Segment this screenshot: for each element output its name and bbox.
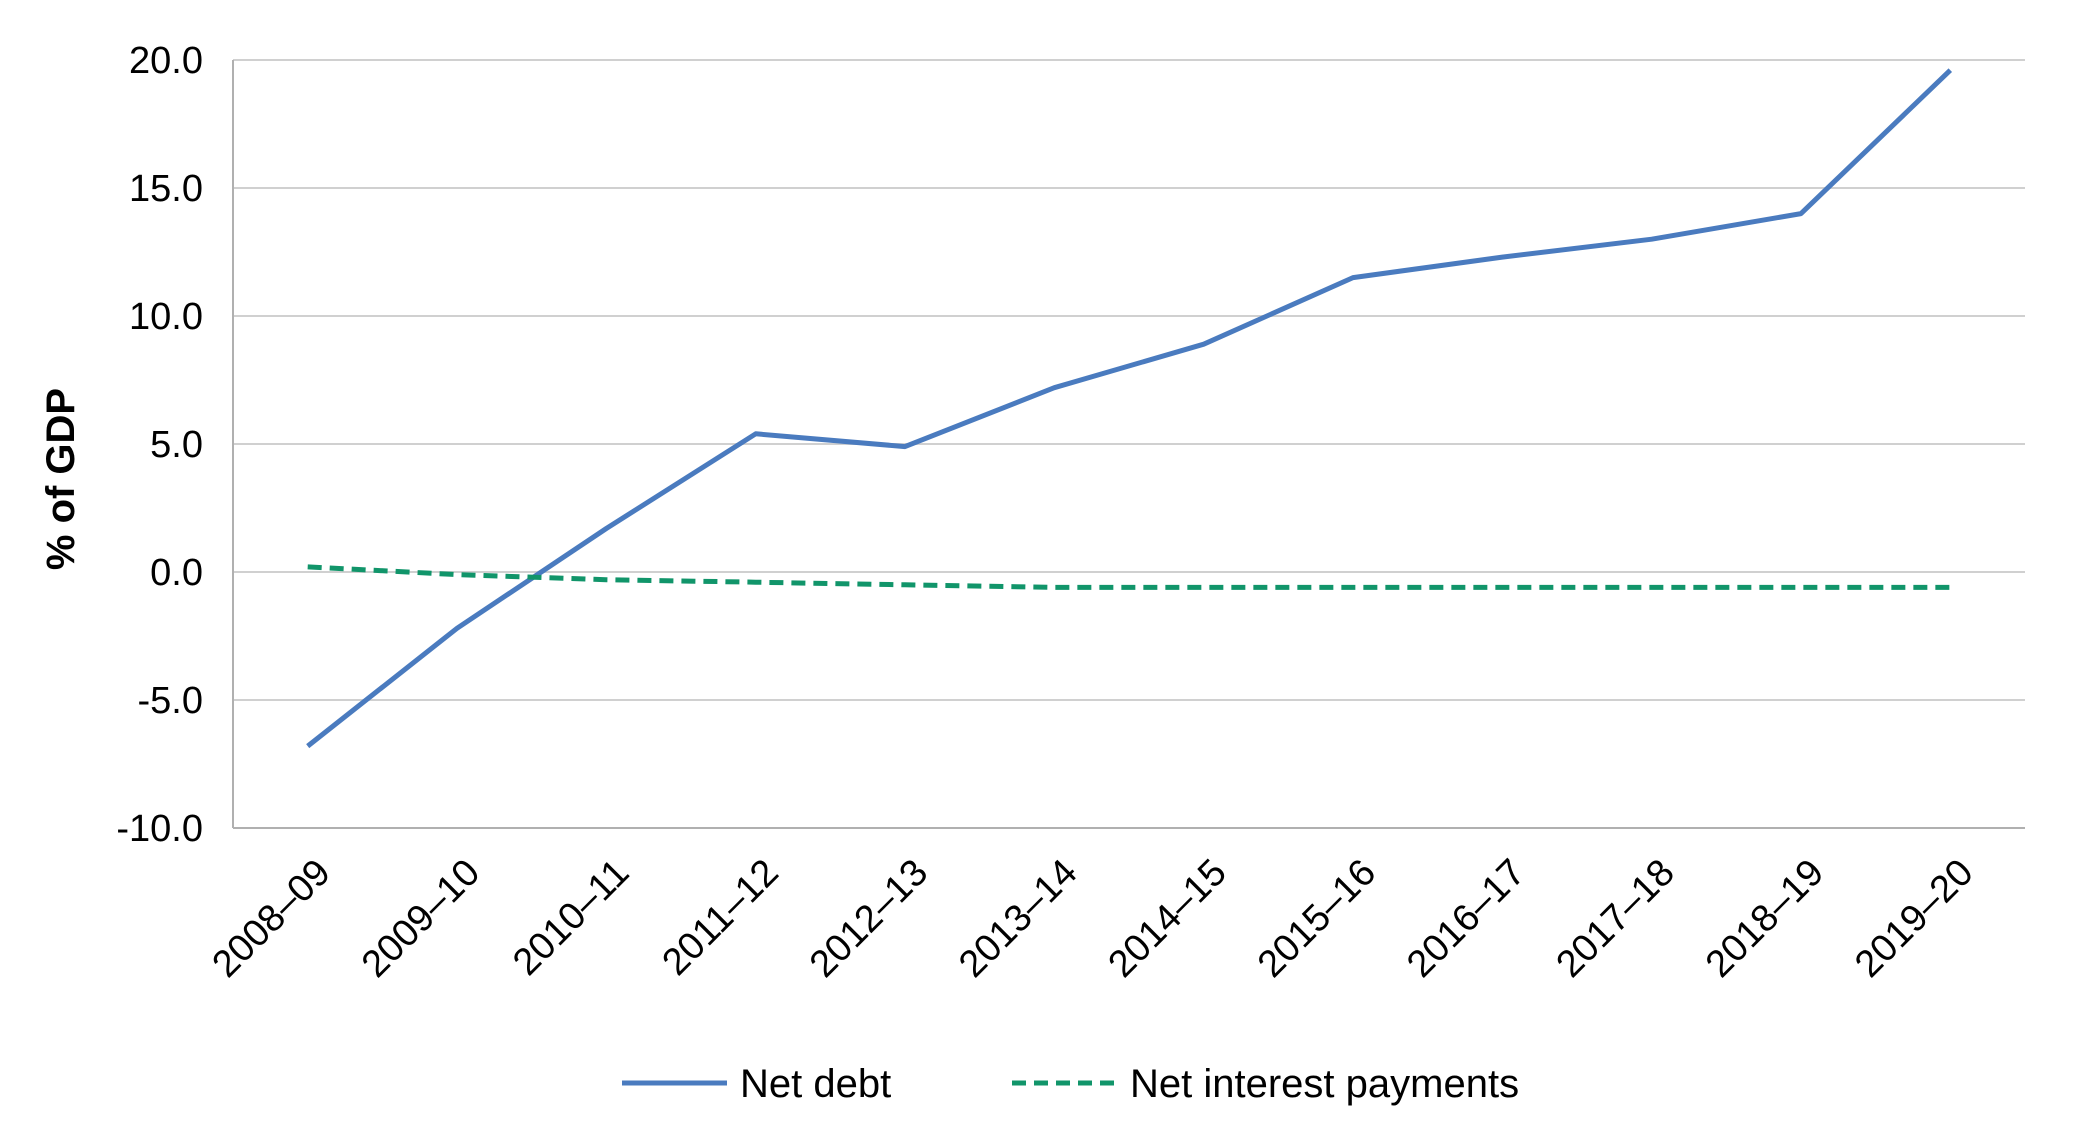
legend-label: Net interest payments (1130, 1062, 1519, 1106)
data-point (1051, 584, 1057, 590)
axes (232, 60, 2025, 829)
data-point (603, 577, 609, 583)
data-point (1649, 236, 1655, 242)
data-point (1798, 211, 1804, 217)
x-tick-labels: 2008–09 2009–10 2010–11 2011–12 2012–13 2013–… (205, 851, 1982, 985)
data-point (1947, 67, 1953, 73)
data-point (1798, 584, 1804, 590)
y-tick-label: 10.0 (129, 296, 203, 338)
y-axis-title: % of GDP (39, 388, 83, 570)
x-tick-label: 2019–20 (1847, 851, 1981, 985)
y-tick-label: -5.0 (138, 680, 203, 722)
data-point (603, 525, 609, 531)
data-point (1201, 341, 1207, 347)
y-tick-label: 20.0 (129, 40, 203, 82)
data-point (305, 564, 311, 570)
data-point (1649, 584, 1655, 590)
x-tick-label: 2011–12 (655, 851, 787, 983)
data-point (1947, 584, 1953, 590)
data-point (1499, 584, 1505, 590)
data-point (305, 743, 311, 749)
x-tick-label: 2009–10 (354, 851, 488, 985)
y-tick-label: 15.0 (129, 168, 203, 210)
data-point (1201, 584, 1207, 590)
y-tick-label: 0.0 (150, 552, 203, 594)
data-point (454, 625, 460, 631)
data-point (753, 431, 759, 437)
data-point (1350, 275, 1356, 281)
y-tick-labels: 20.0 15.0 10.0 5.0 0.0 -5.0 -10.0 (116, 40, 203, 850)
x-tick-label: 2017–18 (1549, 851, 1683, 985)
y-tick-label: -10.0 (116, 808, 203, 850)
data-point (454, 572, 460, 578)
x-tick-label: 2008–09 (205, 851, 339, 985)
x-tick-label: 2016–17 (1399, 851, 1533, 985)
data-point (902, 582, 908, 588)
x-tick-label: 2013–14 (951, 851, 1085, 985)
y-tick-label: 5.0 (150, 424, 203, 466)
data-point (1051, 385, 1057, 391)
x-tick-label: 2018–19 (1698, 851, 1832, 985)
x-tick-label: 2015–16 (1250, 851, 1384, 985)
legend: Net debt Net interest payments (622, 1062, 1519, 1106)
data-point (902, 444, 908, 450)
x-tick-label: 2012–13 (802, 851, 936, 985)
x-tick-label: 2010–11 (505, 851, 637, 983)
data-point (1350, 584, 1356, 590)
legend-label: Net debt (740, 1062, 891, 1106)
gridlines (233, 59, 2025, 701)
series-lines (305, 67, 1953, 749)
series-line-net-interest-payments (307, 564, 1951, 590)
x-tick-label: 2014–15 (1101, 851, 1235, 985)
data-point (753, 579, 759, 585)
series-line-net-debt (306, 68, 1953, 749)
data-point (1499, 254, 1505, 260)
